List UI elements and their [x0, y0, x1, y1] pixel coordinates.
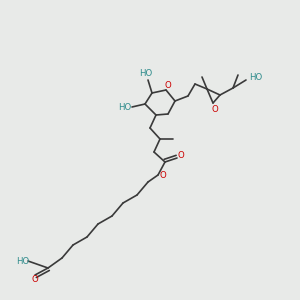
Text: O: O	[212, 104, 218, 113]
Text: O: O	[165, 82, 171, 91]
Text: O: O	[178, 152, 184, 160]
Text: HO: HO	[140, 68, 153, 77]
Text: HO: HO	[16, 256, 30, 266]
Text: O: O	[32, 275, 38, 284]
Text: HO: HO	[249, 74, 262, 82]
Text: O: O	[160, 170, 167, 179]
Text: HO: HO	[118, 103, 132, 112]
